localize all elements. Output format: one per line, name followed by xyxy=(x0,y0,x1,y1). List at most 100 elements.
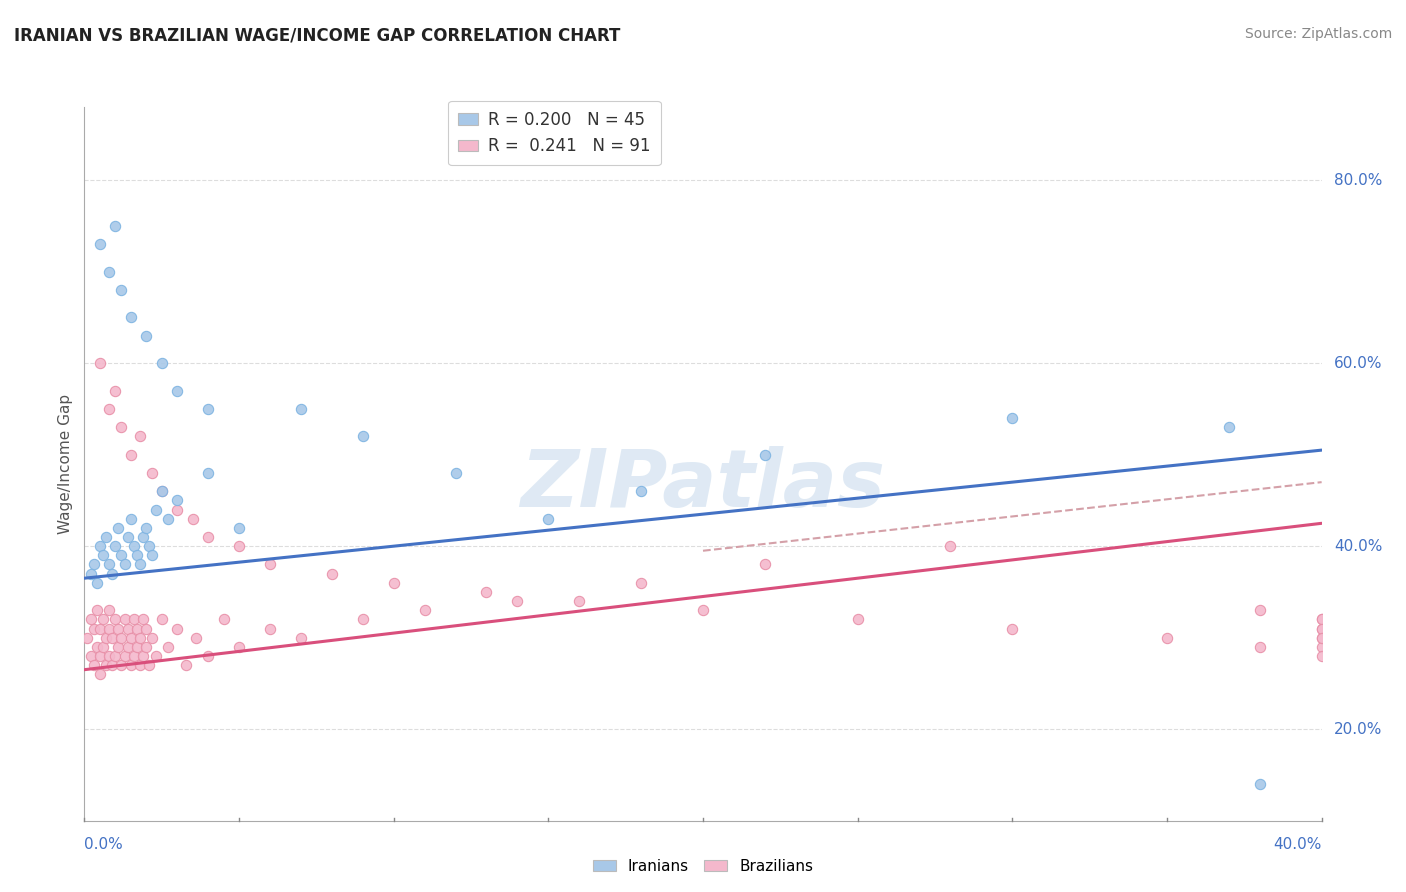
Point xyxy=(129,658,152,673)
Point xyxy=(110,658,132,673)
Point xyxy=(86,603,108,617)
Point xyxy=(107,622,129,636)
Point xyxy=(141,631,163,645)
Point xyxy=(1001,622,1024,636)
Point xyxy=(135,640,157,654)
Point xyxy=(114,558,136,572)
Point xyxy=(101,658,124,673)
Point xyxy=(122,539,145,553)
Point xyxy=(145,502,167,516)
Point xyxy=(321,566,343,581)
Point xyxy=(98,265,121,279)
Point xyxy=(135,521,157,535)
Point xyxy=(444,466,467,480)
Text: 0.0%: 0.0% xyxy=(84,837,124,852)
Point xyxy=(176,658,198,673)
Point xyxy=(156,640,179,654)
Point xyxy=(290,631,312,645)
Text: 40.0%: 40.0% xyxy=(1334,539,1382,554)
Point xyxy=(120,448,142,462)
Point xyxy=(1310,612,1333,626)
Point xyxy=(98,603,121,617)
Point xyxy=(630,484,652,499)
Point xyxy=(94,658,117,673)
Point xyxy=(98,401,121,416)
Point xyxy=(1310,622,1333,636)
Point xyxy=(120,310,142,325)
Point xyxy=(101,566,124,581)
Point xyxy=(83,558,105,572)
Point xyxy=(129,631,152,645)
Point xyxy=(135,622,157,636)
Point xyxy=(1249,640,1271,654)
Point xyxy=(98,622,121,636)
Point xyxy=(166,384,188,398)
Point xyxy=(145,648,167,663)
Point xyxy=(83,622,105,636)
Point xyxy=(86,575,108,590)
Point xyxy=(132,530,155,544)
Point xyxy=(228,521,250,535)
Point xyxy=(89,237,111,252)
Point xyxy=(89,539,111,553)
Point xyxy=(212,612,235,626)
Point xyxy=(156,512,179,526)
Point xyxy=(91,612,114,626)
Point xyxy=(568,594,591,608)
Point xyxy=(79,612,101,626)
Point xyxy=(1310,640,1333,654)
Point xyxy=(166,502,188,516)
Point xyxy=(184,631,207,645)
Point xyxy=(122,612,145,626)
Point xyxy=(141,549,163,563)
Text: ZIPatlas: ZIPatlas xyxy=(520,446,886,524)
Point xyxy=(89,356,111,370)
Text: Source: ZipAtlas.com: Source: ZipAtlas.com xyxy=(1244,27,1392,41)
Point xyxy=(197,648,219,663)
Text: 20.0%: 20.0% xyxy=(1334,722,1382,737)
Text: 40.0%: 40.0% xyxy=(1274,837,1322,852)
Point xyxy=(117,530,139,544)
Point xyxy=(846,612,869,626)
Point xyxy=(692,603,714,617)
Point xyxy=(120,631,142,645)
Point xyxy=(630,575,652,590)
Y-axis label: Wage/Income Gap: Wage/Income Gap xyxy=(58,393,73,534)
Point xyxy=(197,530,219,544)
Point xyxy=(98,558,121,572)
Point xyxy=(129,429,152,443)
Point xyxy=(117,622,139,636)
Point xyxy=(1310,612,1333,626)
Legend: Iranians, Brazilians: Iranians, Brazilians xyxy=(586,853,820,880)
Point xyxy=(83,658,105,673)
Point xyxy=(114,612,136,626)
Point xyxy=(754,558,776,572)
Point xyxy=(120,658,142,673)
Point xyxy=(101,631,124,645)
Point xyxy=(228,539,250,553)
Point xyxy=(98,648,121,663)
Point xyxy=(79,566,101,581)
Point xyxy=(117,640,139,654)
Point xyxy=(110,549,132,563)
Point xyxy=(89,667,111,681)
Text: IRANIAN VS BRAZILIAN WAGE/INCOME GAP CORRELATION CHART: IRANIAN VS BRAZILIAN WAGE/INCOME GAP COR… xyxy=(14,27,620,45)
Point xyxy=(104,539,127,553)
Point xyxy=(352,612,374,626)
Point xyxy=(1249,777,1271,791)
Point xyxy=(132,612,155,626)
Point xyxy=(122,648,145,663)
Point xyxy=(1310,622,1333,636)
Point xyxy=(475,585,498,599)
Point xyxy=(166,493,188,508)
Point xyxy=(1249,603,1271,617)
Point xyxy=(138,658,160,673)
Point xyxy=(939,539,962,553)
Point xyxy=(537,512,560,526)
Point xyxy=(150,484,173,499)
Point xyxy=(110,631,132,645)
Point xyxy=(104,612,127,626)
Point xyxy=(86,640,108,654)
Point xyxy=(125,622,148,636)
Point xyxy=(506,594,529,608)
